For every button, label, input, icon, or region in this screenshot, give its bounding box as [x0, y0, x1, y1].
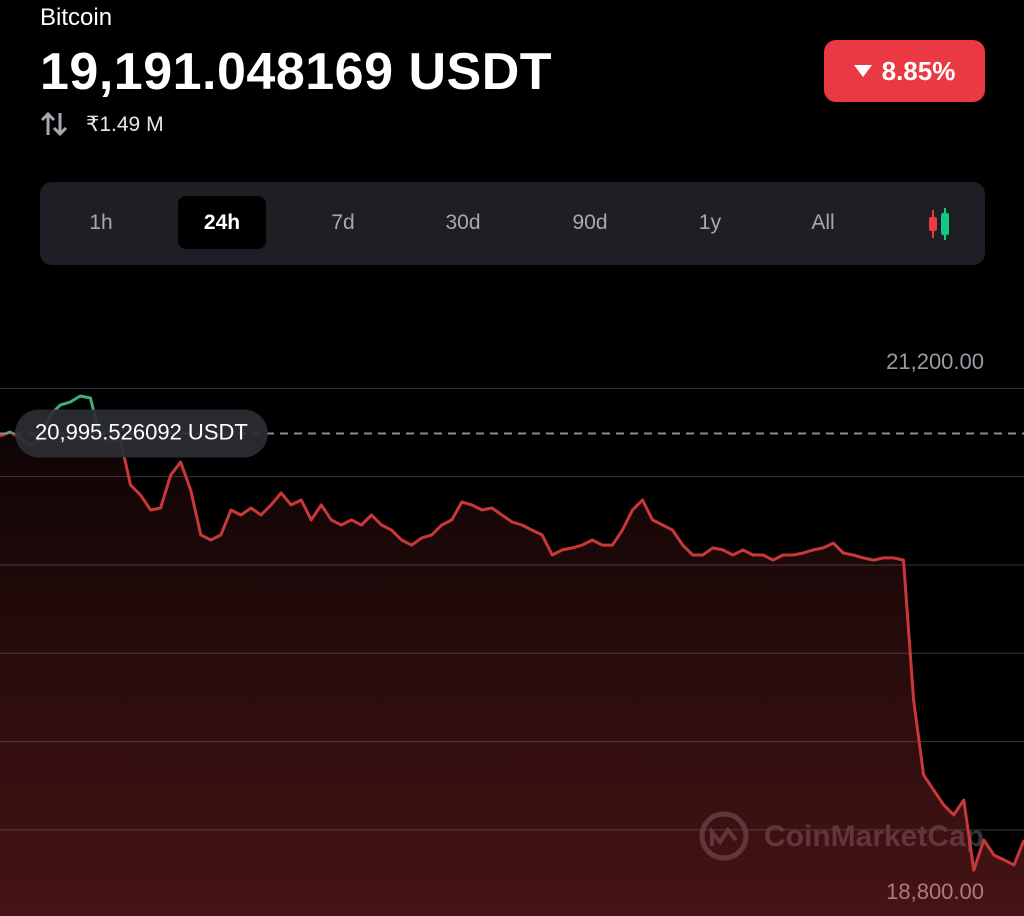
change: 8.85% — [881, 55, 956, 86]
timeframe-tab[interactable]: 1h — [89, 210, 113, 234]
down-arrow — [853, 65, 872, 77]
price-area — [0, 433, 1024, 916]
timeframe-tab[interactable]: All — [811, 210, 835, 234]
candle-toggle[interactable] — [924, 208, 954, 240]
timeframe-bar: 1h 24h 7d 30d 90d 1y All — [40, 182, 985, 265]
reference-label: 20,995.526092 USDT — [35, 419, 248, 444]
coin-name: Bitcoin — [40, 4, 113, 31]
price-line — [0, 433, 1024, 872]
volume-row: ₹1.49 M — [40, 111, 164, 137]
price: 19,191.048169 USDT — [40, 43, 553, 101]
timeframe-tab[interactable]: 30d — [445, 210, 481, 234]
timeframe-tab[interactable]: 24h — [178, 196, 266, 249]
timeframe-tab[interactable]: 7d — [331, 210, 355, 234]
timeframe-tab[interactable]: 1y — [698, 210, 722, 234]
volume: ₹1.49 M — [86, 112, 164, 136]
reference-pill — [15, 409, 268, 458]
timeframe-tab[interactable]: 90d — [572, 210, 608, 234]
change-badge: 8.85% — [824, 40, 985, 102]
y-tick-label: 21,200.00 — [886, 349, 984, 374]
swap-icon — [40, 111, 68, 137]
